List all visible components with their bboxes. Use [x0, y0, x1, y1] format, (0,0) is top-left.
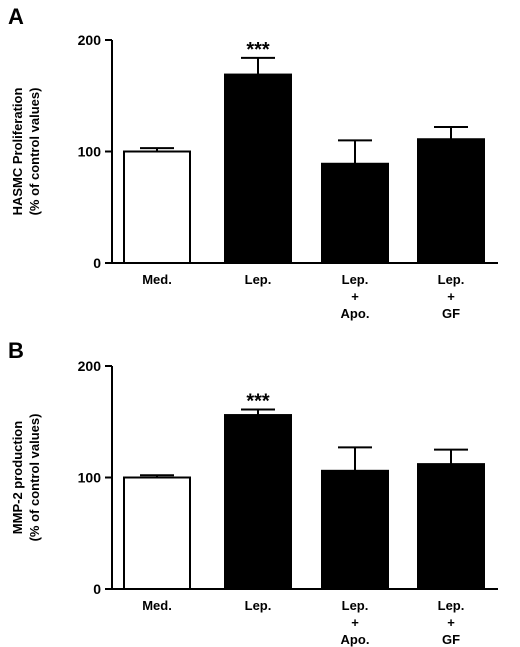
- bar: [321, 469, 389, 590]
- x-tick-label: Apo.: [341, 306, 370, 321]
- y-tick-label: 0: [93, 581, 101, 597]
- y-tick-label: 100: [78, 144, 102, 160]
- bar: [123, 476, 191, 590]
- significance-label: ***: [246, 39, 270, 61]
- y-axis-label: (% of control values): [27, 414, 42, 542]
- bar: [224, 414, 292, 590]
- y-axis-label: HASMC Proliferation: [10, 88, 25, 216]
- x-tick-label: GF: [442, 632, 460, 647]
- x-tick-label: +: [447, 289, 455, 304]
- bar: [417, 463, 485, 590]
- panel-letter: A: [8, 4, 24, 29]
- bar: [123, 150, 191, 264]
- x-tick-label: Med.: [142, 598, 172, 613]
- panel-b: B 0 100 200 MMP-2 production (% of control va…: [8, 338, 498, 647]
- x-tick-label: +: [351, 615, 359, 630]
- x-tick-label: GF: [442, 306, 460, 321]
- x-tick-label: Med.: [142, 272, 172, 287]
- panel-letter: B: [8, 338, 24, 363]
- bar: [224, 73, 292, 264]
- significance-label: ***: [246, 390, 270, 412]
- y-tick-label: 0: [93, 255, 101, 271]
- x-tick-label: Lep.: [342, 272, 369, 287]
- y-axis-label: (% of control values): [27, 88, 42, 216]
- x-tick-label: Lep.: [245, 598, 272, 613]
- y-tick-label: 100: [78, 470, 102, 486]
- y-tick-label: 200: [78, 32, 102, 48]
- bar: [417, 138, 485, 264]
- x-tick-label: Apo.: [341, 632, 370, 647]
- y-tick-label: 200: [78, 358, 102, 374]
- x-tick-label: Lep.: [438, 272, 465, 287]
- x-tick-label: +: [351, 289, 359, 304]
- panel-a: A 0 100 200 HASMC Proliferation (% of control…: [8, 4, 498, 321]
- x-tick-label: Lep.: [245, 272, 272, 287]
- x-tick-label: Lep.: [342, 598, 369, 613]
- y-axis-label: MMP-2 production: [10, 421, 25, 534]
- bar: [321, 162, 389, 264]
- x-tick-label: +: [447, 615, 455, 630]
- x-tick-label: Lep.: [438, 598, 465, 613]
